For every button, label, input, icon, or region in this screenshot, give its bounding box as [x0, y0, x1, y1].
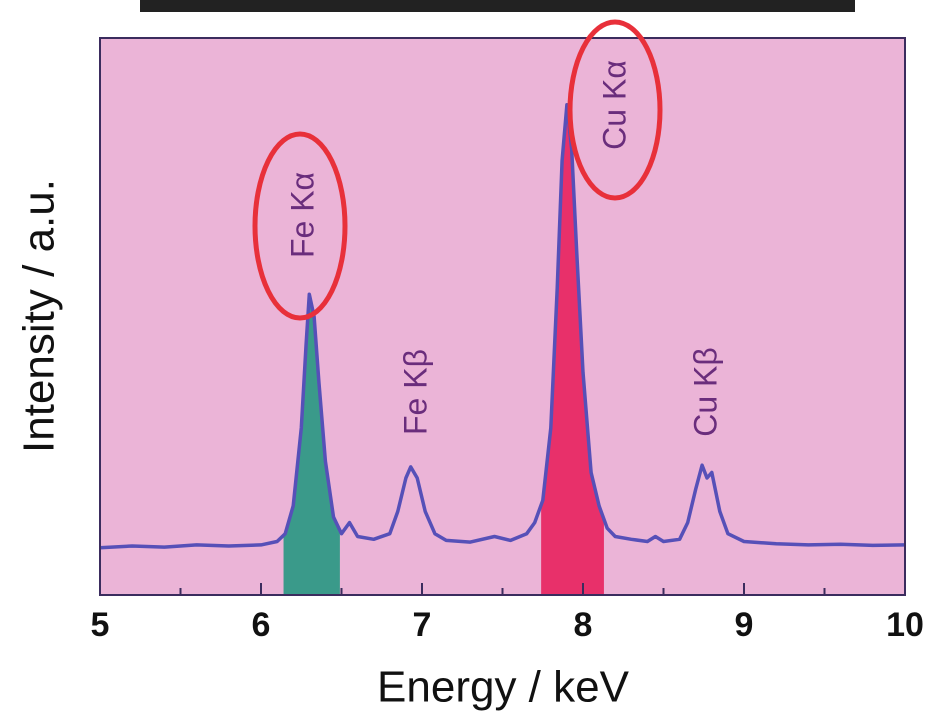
- peak-label: Cu Kα: [596, 60, 632, 150]
- highlight-circle: [567, 19, 663, 201]
- highlight-area: [541, 104, 604, 595]
- highlight-circle: [252, 131, 348, 321]
- peak-label: Fe Kβ: [397, 349, 433, 435]
- x-tick-label: 5: [91, 606, 110, 644]
- plot-area: [100, 38, 905, 595]
- x-axis-title: Energy / keV: [377, 663, 630, 712]
- x-tick-label: 10: [886, 606, 924, 644]
- x-tick-label: 6: [252, 606, 271, 644]
- x-tick-label: 8: [574, 606, 593, 644]
- x-tick-label: 9: [735, 606, 754, 644]
- peak-label: Cu Kβ: [687, 347, 723, 437]
- highlight-area: [283, 294, 340, 595]
- x-tick-label: 7: [413, 606, 432, 644]
- y-axis-title: Intensity / a.u.: [15, 179, 64, 453]
- spectrum-line: [99, 103, 906, 550]
- peak-label: Fe Kα: [284, 172, 320, 258]
- cropped-image-strip: [140, 0, 855, 12]
